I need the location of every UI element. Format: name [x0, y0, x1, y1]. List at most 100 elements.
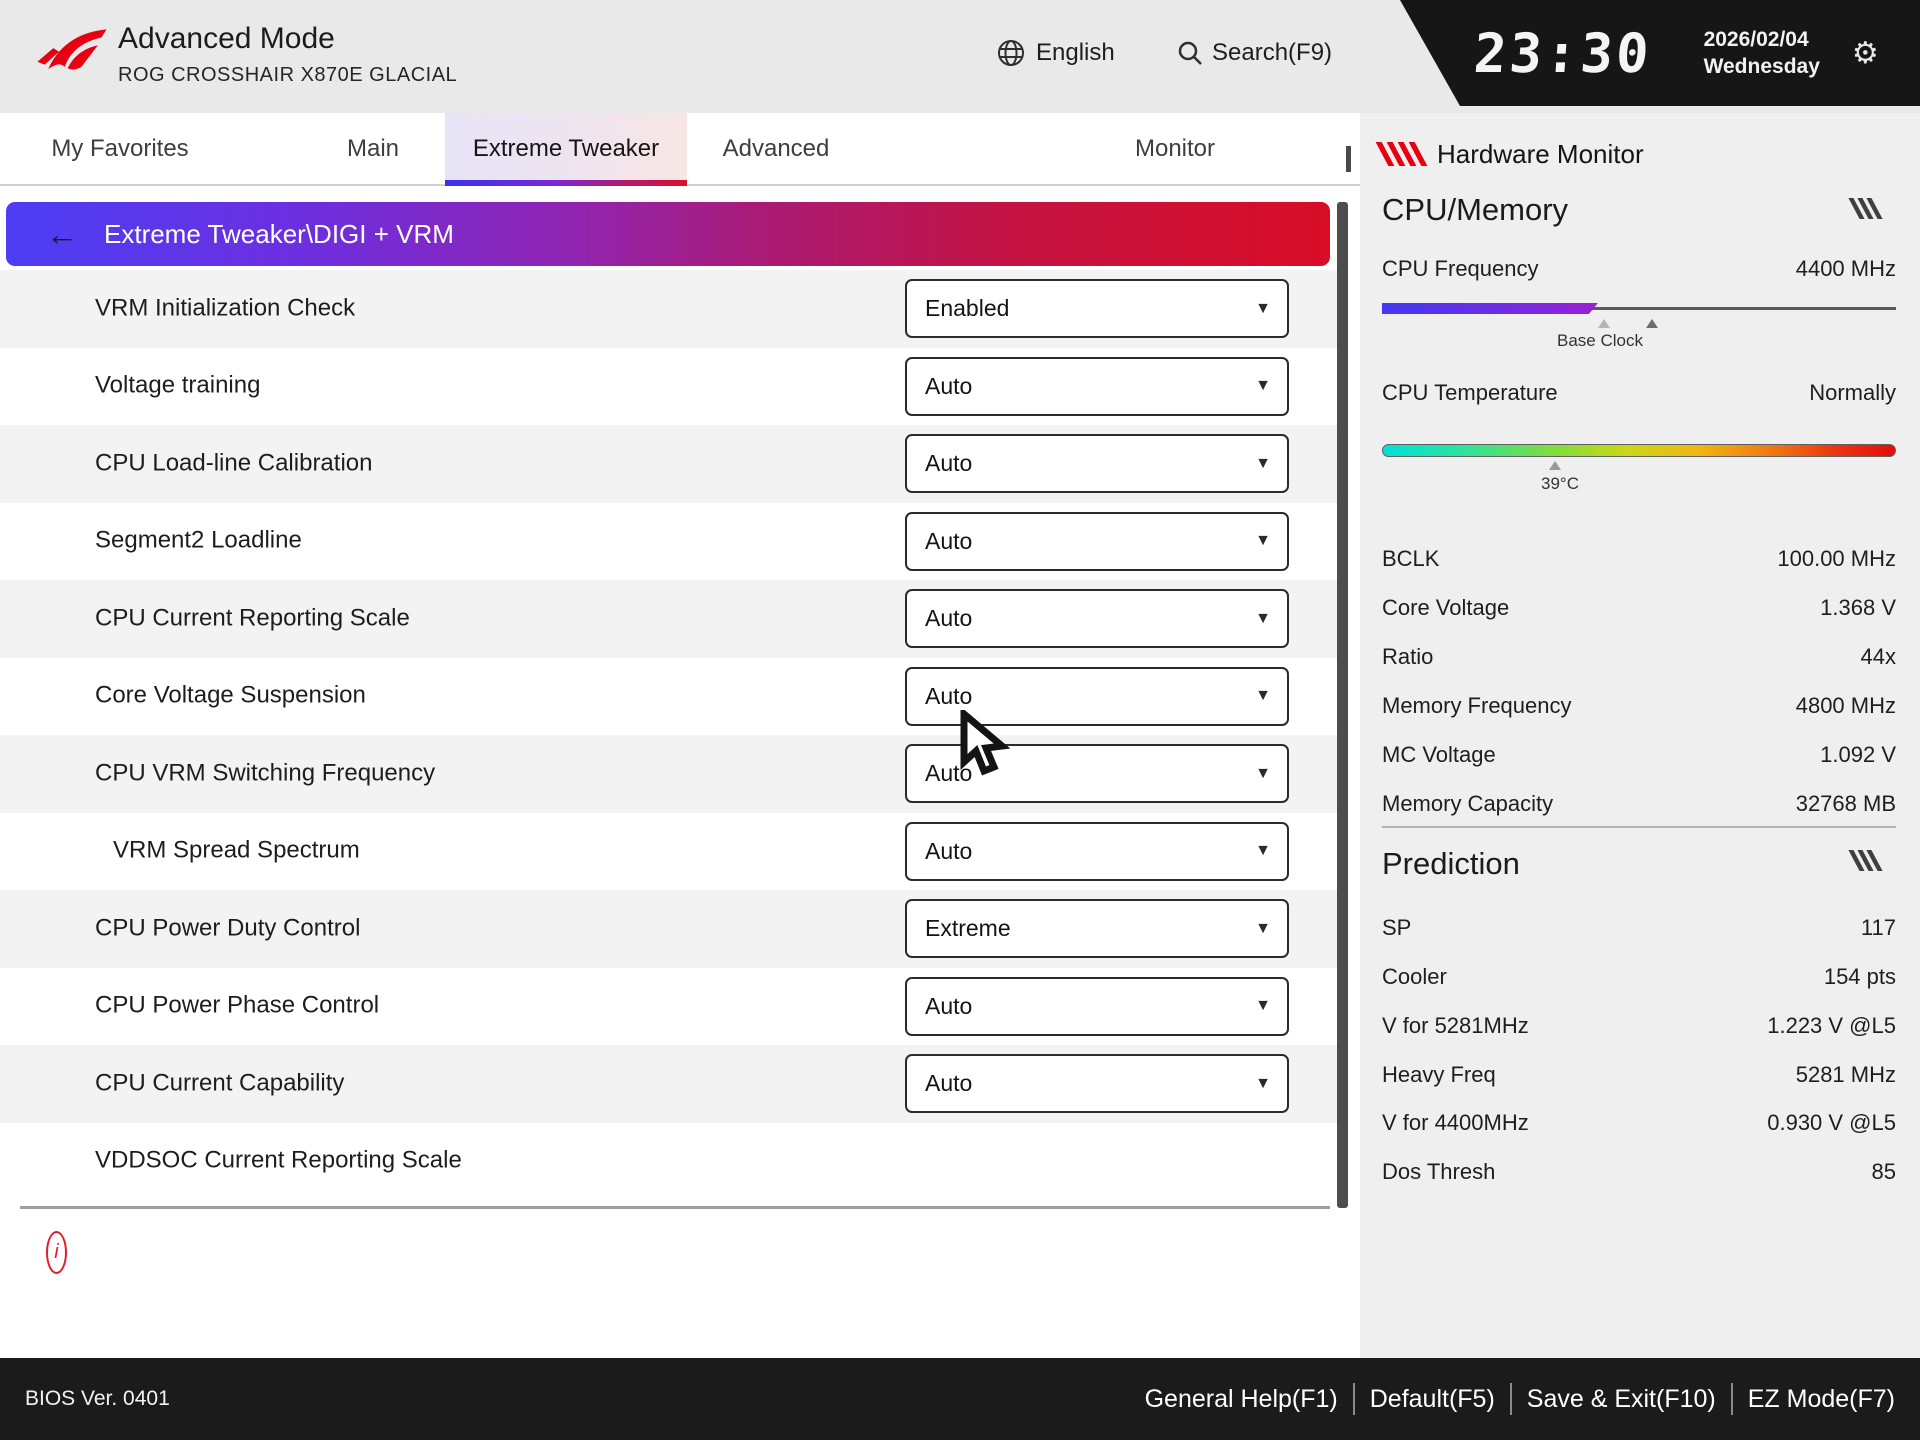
monitor-row: Ratio 44x [1382, 644, 1896, 669]
tab-partial[interactable] [1346, 146, 1351, 172]
search-button[interactable]: Search(F9) [1176, 33, 1332, 73]
cpu-temperature-bar [1382, 444, 1896, 457]
prediction-row: Dos Thresh 85 [1382, 1159, 1896, 1184]
bios-version: BIOS Ver. 0401 [25, 1387, 170, 1410]
tab-monitor[interactable]: Monitor [1134, 134, 1216, 162]
gear-icon[interactable]: ⚙ [1851, 36, 1879, 70]
chevron-down-icon: ▼ [1255, 454, 1271, 472]
page-title: Advanced Mode [118, 22, 335, 55]
setting-label: CPU Load-line Calibration [95, 449, 373, 477]
setting-row: CPU Current Reporting Scale Auto ▼ [0, 580, 1337, 658]
prediction-section-title: Prediction [1382, 846, 1520, 881]
setting-label: Segment2 Loadline [95, 526, 302, 554]
clock-time: 23:30 [1471, 21, 1654, 85]
date-value: 2026/02/04 [1703, 27, 1809, 51]
setting-dropdown[interactable]: Auto ▼ [905, 356, 1289, 416]
ratio-marker [1646, 319, 1658, 328]
active-tab-underline [445, 180, 687, 186]
setting-row: CPU Power Duty Control Extreme ▼ [0, 890, 1337, 968]
setting-label: VRM Spread Spectrum [113, 836, 360, 864]
clock-panel: 23:30 2026/02/04 Wednesday ⚙ [1400, 0, 1920, 106]
tab-my-favorites[interactable]: My Favorites [51, 134, 189, 162]
ez-mode-button[interactable]: EZ Mode(F7) [1747, 1384, 1895, 1413]
sidebar-divider [1382, 826, 1896, 828]
section-stripes-icon [1848, 850, 1883, 871]
cpu-frequency-bar [1382, 303, 1896, 314]
monitor-row: Memory Frequency 4800 MHz [1382, 693, 1896, 718]
back-arrow-icon[interactable]: ← [46, 215, 78, 252]
info-icon: i [46, 1231, 67, 1274]
chevron-down-icon: ▼ [1255, 997, 1271, 1014]
prediction-row: SP 117 [1382, 915, 1896, 940]
settings-list: VRM Initialization Check Enabled ▼ Volta… [0, 270, 1337, 1174]
cpu-memory-section-title: CPU/Memory [1382, 192, 1569, 227]
setting-dropdown[interactable]: Extreme ▼ [905, 899, 1289, 958]
default-button[interactable]: Default(F5) [1369, 1384, 1495, 1413]
cpu-frequency-label: CPU Frequency [1382, 256, 1539, 281]
setting-label: CPU Current Reporting Scale [95, 604, 410, 632]
chevron-down-icon: ▼ [1255, 377, 1271, 394]
setting-label: Voltage training [95, 371, 261, 399]
setting-row: CPU Current Capability Auto ▼ [0, 1045, 1337, 1123]
frequency-bar-track [1382, 307, 1896, 310]
tab-extreme-tweaker[interactable]: Extreme Tweaker [445, 113, 687, 184]
chevron-down-icon: ▼ [1255, 299, 1271, 317]
footer-separator [1509, 1383, 1512, 1415]
language-selector[interactable]: English [996, 33, 1115, 73]
breadcrumb: ← Extreme Tweaker\DIGI + VRM [6, 202, 1330, 266]
section-stripes-icon [1848, 198, 1883, 219]
temperature-marker [1549, 461, 1561, 470]
chevron-down-icon: ▼ [1255, 919, 1271, 937]
hardware-monitor-title: Hardware Monitor [1437, 138, 1644, 169]
setting-row: CPU Load-line Calibration Auto ▼ [0, 425, 1337, 503]
save-exit-button[interactable]: Save & Exit(F10) [1526, 1384, 1716, 1413]
cpu-temperature-label: CPU Temperature [1382, 380, 1558, 405]
chevron-down-icon: ▼ [1255, 609, 1271, 627]
setting-dropdown[interactable]: Auto ▼ [905, 821, 1289, 881]
frequency-bar-fill [1382, 303, 1598, 314]
chevron-down-icon: ▼ [1255, 842, 1271, 859]
chevron-down-icon: ▼ [1255, 532, 1271, 549]
setting-row: CPU Power Phase Control Auto ▼ [0, 967, 1337, 1045]
mouse-cursor [960, 710, 1011, 776]
setting-dropdown[interactable]: Auto ▼ [905, 976, 1289, 1036]
chevron-down-icon: ▼ [1255, 764, 1271, 782]
clock-date: 2026/02/04 Wednesday [1704, 26, 1820, 81]
setting-label: CPU Power Duty Control [95, 914, 361, 942]
monitor-row: MC Voltage 1.092 V [1382, 742, 1896, 767]
search-label: Search(F9) [1212, 39, 1333, 66]
tab-advanced[interactable]: Advanced [722, 134, 830, 162]
language-label: English [1036, 39, 1115, 66]
setting-dropdown[interactable]: Auto ▼ [905, 511, 1289, 571]
setting-label: CPU Power Phase Control [95, 991, 380, 1019]
setting-row: Segment2 Loadline Auto ▼ [0, 502, 1337, 580]
tab-main[interactable]: Main [346, 134, 400, 162]
setting-row: VRM Initialization Check Enabled ▼ [0, 270, 1337, 348]
prediction-row: V for 5281MHz 1.223 V @L5 [1382, 1013, 1896, 1038]
setting-row: CPU VRM Switching Frequency Auto ▼ [0, 735, 1337, 813]
setting-label: CPU Current Capability [95, 1069, 345, 1097]
setting-row: Core Voltage Suspension Auto ▼ [0, 657, 1337, 735]
base-clock-marker [1598, 319, 1610, 328]
setting-dropdown[interactable]: Auto ▼ [905, 589, 1289, 648]
cpu-temperature-row: CPU Temperature Normally [1382, 380, 1896, 406]
footer-separator [1352, 1383, 1355, 1415]
red-stripes-icon [1375, 142, 1428, 166]
settings-scrollbar[interactable] [1337, 202, 1348, 1208]
breadcrumb-label: Extreme Tweaker\DIGI + VRM [104, 218, 454, 249]
setting-dropdown[interactable]: Auto ▼ [905, 434, 1289, 493]
prediction-row: Heavy Freq 5281 MHz [1382, 1062, 1896, 1087]
footer-actions: General Help(F1) Default(F5) Save & Exit… [1145, 1383, 1895, 1415]
cpu-temperature-value: Normally [1809, 380, 1896, 405]
setting-row: Voltage training Auto ▼ [0, 347, 1337, 425]
setting-label: VDDSOC Current Reporting Scale [95, 1146, 462, 1174]
temperature-value-label: 39°C [1541, 474, 1579, 493]
setting-dropdown[interactable]: Enabled ▼ [905, 279, 1289, 338]
weekday-value: Wednesday [1703, 55, 1820, 78]
setting-row: VRM Spread Spectrum Auto ▼ [0, 812, 1337, 890]
general-help-button[interactable]: General Help(F1) [1144, 1384, 1338, 1413]
globe-icon [998, 40, 1024, 66]
setting-label: CPU VRM Switching Frequency [95, 759, 436, 787]
setting-dropdown[interactable]: Auto ▼ [905, 1054, 1289, 1113]
rog-logo [37, 29, 107, 70]
